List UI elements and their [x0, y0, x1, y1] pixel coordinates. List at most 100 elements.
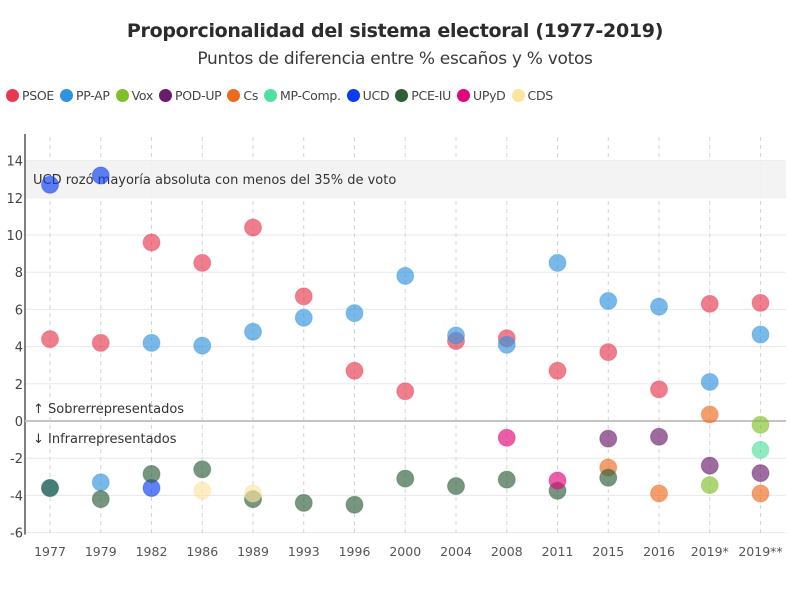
- point-pp-ap-1982[interactable]: PP-AP 1982: 4.2: [142, 333, 161, 352]
- point-cs-2019s[interactable]: Cs 2019*: 0.35: [700, 405, 719, 424]
- legend-item-pce-iu[interactable]: PCE-IU: [395, 88, 451, 103]
- point-psoe-1982[interactable]: PSOE 1982: 9.6: [142, 233, 161, 252]
- point-cs-2016[interactable]: Cs 2016: -3.9: [650, 484, 668, 503]
- point-pp-ap-2016[interactable]: PP-AP 2016: 6.15: [650, 297, 668, 316]
- y-tick-label: -4: [10, 489, 23, 504]
- legend-item-cds[interactable]: CDS: [511, 88, 553, 103]
- y-tick-label: 2: [15, 378, 23, 393]
- x-tick-label: 1979: [85, 544, 117, 559]
- legend-label: POD-UP: [175, 88, 222, 103]
- point-pce-iu-1977[interactable]: PCE-IU 1977: -3.6: [41, 478, 59, 497]
- legend-item-psoe[interactable]: PSOE: [6, 88, 54, 103]
- legend-item-pp-ap[interactable]: PP-AP: [60, 88, 110, 103]
- point-pp-ap-2015[interactable]: PP-AP 2015: 6.45: [599, 292, 618, 311]
- legend-label: Vox: [131, 88, 154, 103]
- legend-swatch: [457, 89, 470, 102]
- legend-swatch: [511, 89, 525, 102]
- point-pce-iu-1982[interactable]: PCE-IU 1982: -2.85: [142, 465, 161, 484]
- point-pce-iu-2004[interactable]: PCE-IU 2004: -3.5: [447, 477, 465, 496]
- x-tick-label: 1993: [288, 544, 320, 559]
- point-pce-iu-1986[interactable]: PCE-IU 1986: -2.6: [193, 460, 212, 479]
- legend-label: Cs: [243, 88, 259, 103]
- point-pp-ap-2019ss[interactable]: PP-AP 2019**: 4.65: [751, 325, 770, 344]
- point-psoe-2000[interactable]: PSOE 2000: 1.6: [396, 382, 415, 401]
- point-pce-iu-2008[interactable]: PCE-IU 2008: -3.15: [497, 470, 516, 489]
- y-tick-label: 14: [6, 155, 23, 170]
- point-psoe-1986[interactable]: PSOE 1986: 8.5: [193, 253, 212, 272]
- x-tick-label: 1996: [339, 544, 371, 559]
- point-psoe-1989[interactable]: PSOE 1989: 10.4: [244, 218, 262, 237]
- y-tick-label: 10: [6, 229, 23, 244]
- point-upyd-2008[interactable]: UPyD 2008: -0.9: [497, 428, 516, 447]
- point-pp-ap-1989[interactable]: PP-AP 1989: 4.8: [244, 322, 262, 341]
- legend-item-ucd[interactable]: UCD: [346, 88, 390, 103]
- point-pp-ap-2008[interactable]: PP-AP 2008: 4.1: [497, 335, 516, 354]
- legend-swatch: [395, 89, 409, 102]
- point-cds-1989[interactable]: CDS 1989: -3.9: [244, 484, 262, 503]
- legend-item-upyd[interactable]: UPyD: [457, 88, 506, 103]
- legend-swatch: [159, 89, 172, 102]
- overrepresented-label: ↑ Sobrerrepresentados: [33, 402, 184, 417]
- highlight-band: [26, 160, 786, 198]
- y-tick-label: 12: [6, 192, 23, 207]
- chart-subtitle: Puntos de diferencia entre % escaños y %…: [197, 49, 593, 69]
- point-cds-1986[interactable]: CDS 1986: -3.75: [193, 481, 212, 500]
- y-tick-label: -2: [10, 452, 23, 467]
- y-tick-label: -6: [10, 527, 23, 542]
- legend-item-vox[interactable]: Vox: [115, 88, 154, 103]
- point-pp-ap-1979[interactable]: PP-AP 1979: -3.3: [91, 473, 110, 492]
- y-tick-label: 8: [15, 266, 23, 281]
- chart-title: Proporcionalidad del sistema electoral (…: [126, 20, 664, 42]
- point-psoe-1979[interactable]: PSOE 1979: 4.2: [91, 333, 110, 352]
- x-tick-label: 2000: [389, 544, 421, 559]
- legend-label: PP-AP: [76, 88, 110, 103]
- point-pod-up-2019s[interactable]: POD-UP 2019*: -2.4: [700, 456, 719, 475]
- point-pp-ap-2004[interactable]: PP-AP 2004: 4.6: [447, 326, 465, 345]
- point-pce-iu-1993[interactable]: PCE-IU 1993: -4.4: [294, 493, 313, 512]
- point-psoe-1996[interactable]: PSOE 1996: 2.7: [345, 361, 364, 380]
- point-psoe-2016[interactable]: PSOE 2016: 1.7: [650, 380, 668, 399]
- point-pp-ap-2000[interactable]: PP-AP 2000: 7.8: [396, 266, 415, 285]
- y-tick-label: 0: [15, 415, 23, 430]
- point-pp-ap-1996[interactable]: PP-AP 1996: 5.8: [345, 304, 364, 323]
- point-pod-up-2016[interactable]: POD-UP 2016: -0.85: [650, 427, 668, 446]
- point-pp-ap-2019s[interactable]: PP-AP 2019*: 2.1: [700, 372, 719, 391]
- legend-label: UPyD: [473, 88, 506, 103]
- point-pce-iu-1996[interactable]: PCE-IU 1996: -4.5: [345, 495, 364, 514]
- x-tick-label: 1982: [136, 544, 168, 559]
- legend-swatch: [115, 89, 129, 102]
- y-tick-label: 4: [15, 341, 23, 356]
- legend-item-mp-comp[interactable]: MP-Comp.: [264, 88, 341, 103]
- legend-item-cs[interactable]: Cs: [227, 88, 258, 103]
- point-vox-2019s[interactable]: Vox 2019*: -3.45: [700, 476, 719, 495]
- legend-swatch: [60, 89, 74, 102]
- point-pce-iu-2000[interactable]: PCE-IU 2000: -3.1: [396, 469, 415, 488]
- legend-label: PSOE: [22, 88, 55, 103]
- point-pod-up-2019ss[interactable]: POD-UP 2019**: -2.8: [751, 464, 770, 483]
- point-psoe-2011[interactable]: PSOE 2011: 2.7: [548, 361, 567, 380]
- point-psoe-1993[interactable]: PSOE 1993: 6.7: [294, 287, 313, 306]
- y-tick-label: 6: [15, 303, 23, 318]
- point-psoe-2019ss[interactable]: PSOE 2019**: 6.35: [751, 293, 770, 312]
- x-tick-label: 2019**: [738, 544, 782, 559]
- x-tick-label: 2008: [491, 544, 523, 559]
- point-ucd-1977[interactable]: UCD 1977: 12.7: [41, 175, 59, 194]
- point-psoe-2019s[interactable]: PSOE 2019*: 6.3: [700, 294, 719, 313]
- point-upyd-2011[interactable]: UPyD 2011: -3.2: [548, 471, 567, 490]
- point-vox-2019ss[interactable]: Vox 2019**: -0.2: [751, 415, 770, 434]
- point-cs-2019ss[interactable]: Cs 2019**: -3.9: [751, 484, 770, 503]
- point-psoe-2015[interactable]: PSOE 2015: 3.7: [599, 343, 618, 362]
- point-mp-comp-2019ss[interactable]: MP-Comp. 2019**: -1.55: [751, 440, 770, 459]
- x-tick-label: 2019*: [691, 544, 729, 559]
- point-pp-ap-1993[interactable]: PP-AP 1993: 5.55: [294, 308, 313, 327]
- legend: PSOE PP-AP Vox POD-UP Cs MP-Comp. UCD PCE-IU UPy…: [6, 88, 559, 103]
- point-pod-up-2015[interactable]: POD-UP 2015: -0.95: [599, 429, 618, 448]
- point-pce-iu-1979[interactable]: PCE-IU 1979: -4.2: [91, 490, 110, 509]
- point-ucd-1979[interactable]: UCD 1979: 13.2: [91, 166, 110, 185]
- legend-item-pod-up[interactable]: POD-UP: [159, 88, 222, 103]
- point-psoe-1977[interactable]: PSOE 1977: 4.4: [41, 330, 59, 349]
- point-pp-ap-2011[interactable]: PP-AP 2011: 8.5: [548, 253, 567, 272]
- point-pce-iu-2015[interactable]: PCE-IU 2015: -3.05: [599, 468, 618, 487]
- point-pp-ap-1986[interactable]: PP-AP 1986: 4.05: [193, 336, 212, 355]
